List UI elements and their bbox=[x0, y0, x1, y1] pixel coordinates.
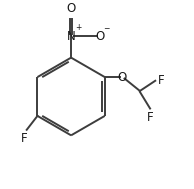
Text: F: F bbox=[147, 111, 153, 124]
Text: N: N bbox=[67, 30, 75, 43]
Text: O: O bbox=[118, 70, 127, 84]
Text: −: − bbox=[103, 24, 109, 33]
Text: F: F bbox=[158, 74, 164, 87]
Text: F: F bbox=[21, 132, 28, 145]
Text: O: O bbox=[95, 30, 104, 43]
Text: +: + bbox=[75, 23, 81, 32]
Text: O: O bbox=[67, 2, 76, 15]
